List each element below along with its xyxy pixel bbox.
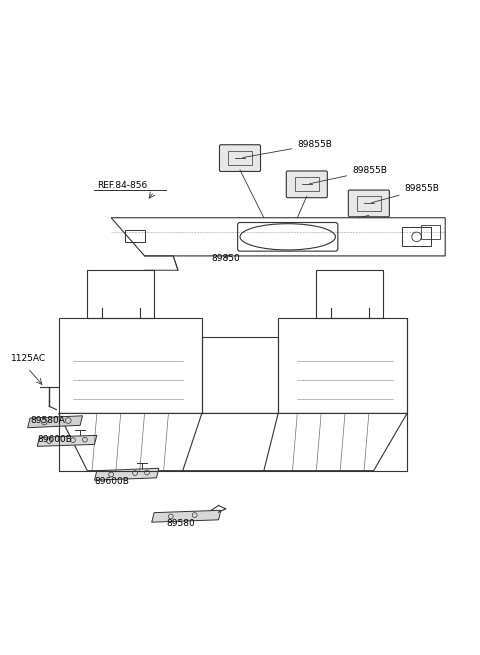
Bar [125, 230, 144, 242]
Text: 1125AC: 1125AC [11, 354, 46, 363]
Polygon shape [152, 510, 221, 522]
Text: REF.84-856: REF.84-856 [97, 181, 147, 190]
Bar [421, 225, 441, 239]
Text: 89580A: 89580A [30, 416, 65, 425]
Bar [228, 151, 252, 165]
Bar [295, 177, 319, 191]
Polygon shape [95, 468, 159, 480]
Text: 89580: 89580 [166, 519, 195, 527]
Text: 89600B: 89600B [95, 477, 129, 486]
Text: 89855B: 89855B [310, 166, 387, 184]
Text: 89855B: 89855B [243, 140, 332, 158]
Polygon shape [37, 436, 97, 446]
FancyBboxPatch shape [286, 171, 327, 198]
FancyBboxPatch shape [348, 190, 389, 217]
Bar [402, 227, 431, 246]
Text: 89600B: 89600B [37, 435, 72, 444]
FancyBboxPatch shape [219, 145, 261, 172]
Polygon shape [28, 416, 83, 428]
Text: 89850: 89850 [211, 253, 240, 263]
Bar [357, 196, 381, 210]
Text: 89855B: 89855B [372, 185, 440, 202]
